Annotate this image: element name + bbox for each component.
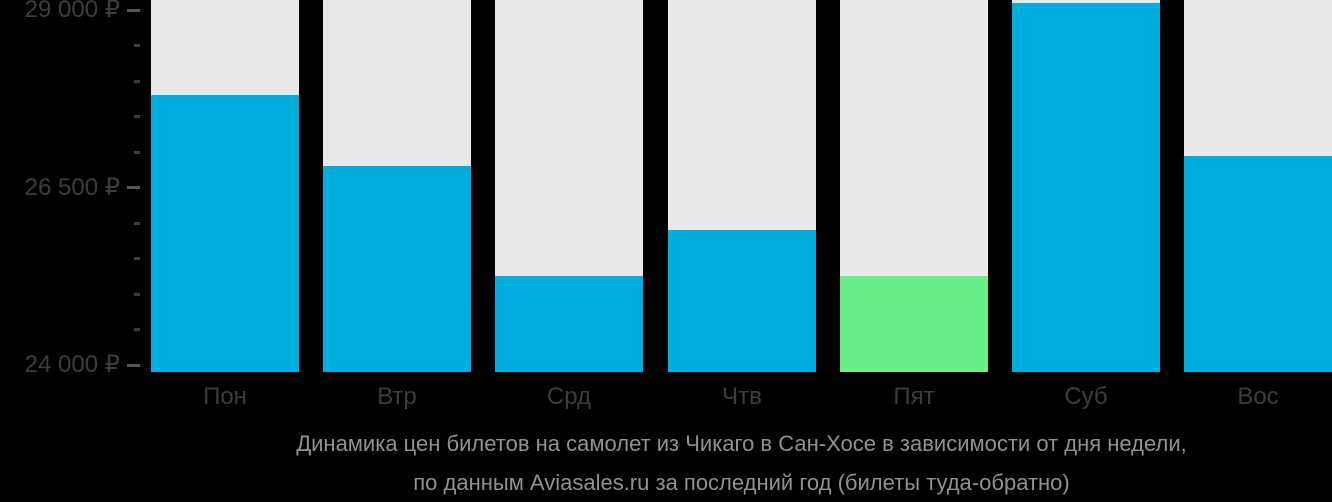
bar-4 — [668, 230, 816, 372]
y-major-tick — [127, 364, 140, 367]
x-axis-label-6: Суб — [1064, 383, 1108, 410]
y-axis-label-24000: 24 000 ₽ — [24, 351, 120, 378]
x-axis-label-2: Втр — [377, 383, 417, 410]
bar-3 — [495, 276, 643, 372]
caption-line-2: по данным Aviasales.ru за последний год … — [413, 470, 1070, 495]
chart-caption: Динамика цен билетов на самолет из Чикаг… — [151, 431, 1332, 496]
bar-6 — [1012, 3, 1160, 372]
y-minor-tick — [134, 293, 140, 296]
y-minor-tick — [134, 151, 140, 154]
bar-5 — [840, 276, 988, 372]
y-major-tick — [127, 186, 140, 189]
bar-7 — [1184, 156, 1332, 372]
y-minor-tick — [134, 328, 140, 331]
x-axis-label-5: Пят — [893, 383, 935, 410]
y-axis-label-26500: 26 500 ₽ — [24, 174, 120, 201]
y-minor-tick — [134, 222, 140, 225]
caption-line-1: Динамика цен билетов на самолет из Чикаг… — [296, 431, 1187, 456]
y-minor-tick — [134, 44, 140, 47]
x-axis-label-7: Вос — [1237, 383, 1279, 410]
y-axis-label-29000: 29 000 ₽ — [24, 0, 120, 23]
y-minor-tick — [134, 257, 140, 260]
x-axis-label-3: Срд — [546, 383, 592, 410]
y-minor-tick — [134, 80, 140, 83]
y-minor-tick — [134, 115, 140, 118]
x-axis-label-1: Пон — [203, 383, 247, 410]
bar-1 — [151, 95, 299, 372]
x-axis-label-4: Чтв — [722, 383, 762, 410]
y-major-tick — [127, 9, 140, 12]
bar-2 — [323, 166, 471, 372]
